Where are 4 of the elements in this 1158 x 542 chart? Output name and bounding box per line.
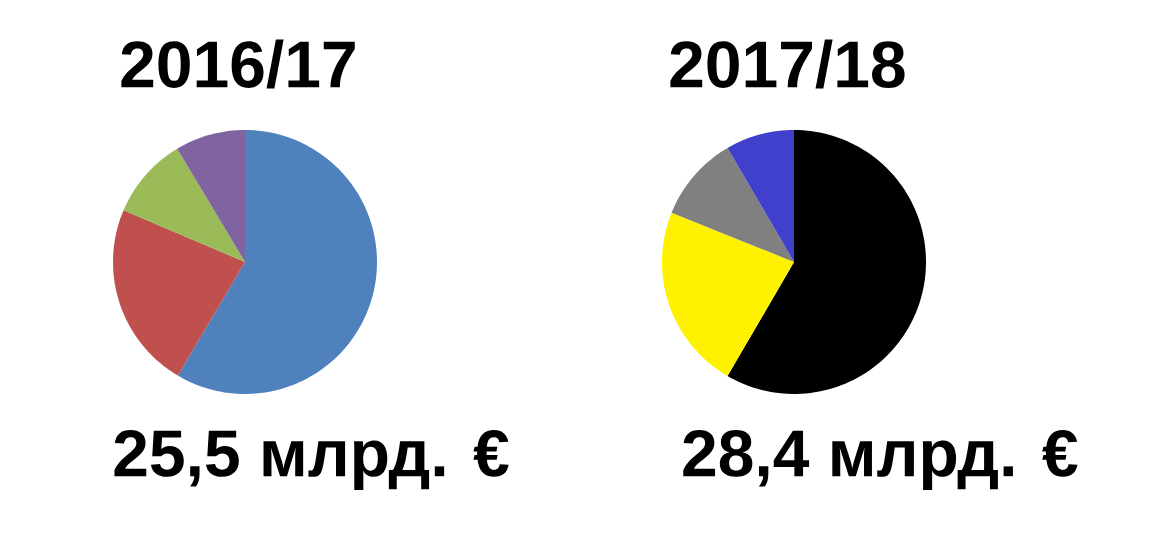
chart-title: 2017/18 [670, 39, 905, 89]
text: 28,4 млрд. € [683, 430, 1078, 490]
text: 25,5 млрд. € [114, 430, 509, 490]
chart-title: 2016/17 [121, 39, 355, 89]
